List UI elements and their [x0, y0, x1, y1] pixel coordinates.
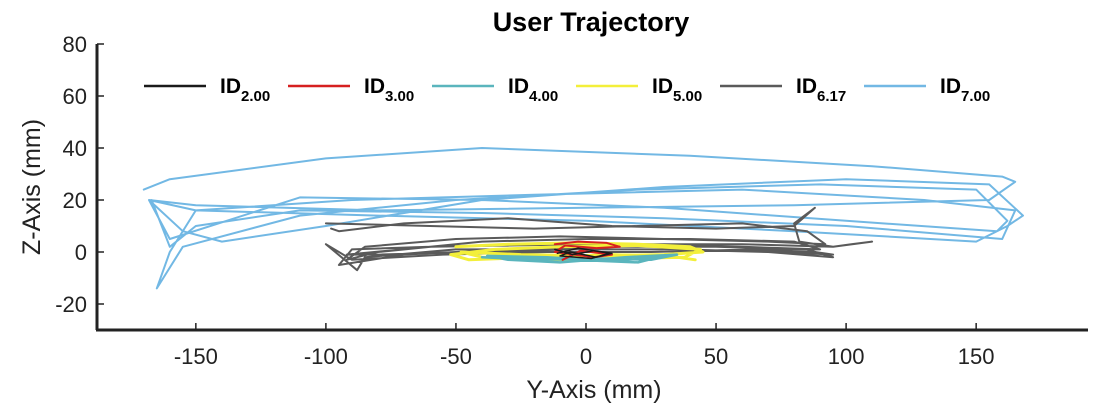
legend-label-id-4-00: ID4.00 — [508, 75, 558, 105]
x-tick-label: -100 — [304, 344, 348, 369]
x-tick-label: 50 — [704, 344, 728, 369]
legend-label-id-3-00: ID3.00 — [364, 75, 414, 105]
y-tick-label: -20 — [55, 292, 87, 317]
x-tick-label: -50 — [440, 344, 472, 369]
legend-label-id-6-17: ID6.17 — [796, 75, 846, 105]
series-line-id-7-00 — [142, 147, 1024, 290]
y-tick-label: 80 — [63, 32, 87, 57]
y-tick-label: 20 — [63, 188, 87, 213]
y-tick-label: 40 — [63, 136, 87, 161]
legend-label-id-2-00: ID2.00 — [220, 75, 270, 105]
legend-label-id-5-00: ID5.00 — [652, 75, 702, 105]
y-axis-label: Z-Axis (mm) — [18, 119, 46, 255]
x-tick-label: -150 — [174, 344, 218, 369]
x-tick-label: 0 — [580, 344, 592, 369]
x-tick-group: -150 -100 -50 0 50 100 150 — [174, 323, 995, 369]
x-tick-label: 150 — [958, 344, 995, 369]
y-tick-group: -20 0 20 40 60 80 — [55, 32, 104, 317]
legend-label-id-7-00: ID7.00 — [940, 75, 990, 105]
y-tick-label: 0 — [75, 240, 87, 265]
series-line-id-3-00 — [553, 240, 621, 261]
x-tick-label: 100 — [828, 344, 865, 369]
chart-title: User Trajectory — [493, 7, 690, 37]
y-tick-label: 60 — [63, 84, 87, 109]
series-line-id-4-00 — [480, 253, 679, 264]
series-line-id-2-00 — [554, 247, 613, 260]
x-axis-label: Y-Axis (mm) — [526, 376, 661, 404]
legend: ID2.00 ID3.00 ID4.00 ID5.00 ID6.17 ID7.00 — [144, 75, 990, 105]
series-lines — [142, 147, 1024, 290]
